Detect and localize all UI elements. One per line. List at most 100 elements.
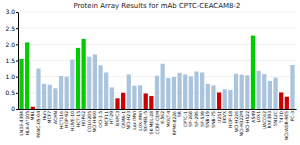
x-tick: COLO205 (87, 111, 92, 132)
y-tick-mark (16, 44, 18, 45)
x-tick: U251 (217, 111, 222, 123)
x-tick-label: HOP62 (81, 111, 86, 127)
x-tick: SNB-19 (205, 111, 210, 128)
y-tick: 0 (11, 105, 18, 112)
bar (104, 72, 108, 109)
y-tick: 3.0 (5, 8, 18, 15)
x-tick: CAMA-1 (121, 111, 126, 129)
y-tick: 2.5 (5, 25, 18, 32)
bar (189, 76, 193, 109)
x-tick: HOP-92 (64, 111, 69, 128)
x-tick-label: MCF7 (47, 111, 52, 124)
y-tick-label: 0.5 (5, 89, 15, 96)
x-tick: NCI-H522 (245, 111, 250, 133)
bar (279, 93, 283, 109)
x-tick-label: CAMA-1 (121, 111, 126, 129)
x-tick: LOX-IMVI (138, 111, 143, 131)
bar (149, 96, 153, 109)
x-tick-label: U251 (217, 111, 222, 123)
x-tick: MOLT-4 (166, 111, 171, 127)
x-tick: HCT116 (59, 111, 64, 129)
bar (25, 42, 29, 109)
x-tick-label: SF-268 (188, 111, 193, 127)
x-tick-label: SF-295 (194, 111, 199, 127)
bar (82, 39, 86, 109)
bar (115, 98, 119, 109)
x-tick-label: Lox IMVI (132, 111, 137, 130)
x-tick-label: MOLT-4 (166, 111, 171, 127)
x-tick: LN33-4394 (19, 111, 24, 136)
grid-line (18, 28, 296, 29)
x-tick-label: NCI-H322M (239, 111, 244, 136)
x-tick-label: UACC62 (262, 111, 267, 129)
x-tick-label: NCI-H23 (126, 111, 131, 130)
x-tick-label: T47D (279, 110, 284, 123)
y-tick: 2.0 (5, 41, 18, 48)
bar (268, 81, 272, 109)
x-tick-label: SK-MEL-28 (149, 111, 154, 135)
x-tick: LOX1 (256, 111, 261, 123)
x-tick-label: LN33-4394 (19, 111, 24, 136)
bar (155, 76, 159, 109)
x-tick-label: HCT-15 (76, 111, 81, 127)
x-tick: A549 (251, 111, 256, 123)
x-tick: UACC62 (262, 111, 267, 129)
y-tick-label: 0 (11, 105, 15, 112)
bar (251, 36, 255, 109)
x-tick: CCRF-CEM (155, 111, 160, 135)
x-tick-label: HLA-A*105 (25, 111, 30, 136)
bar (161, 64, 165, 109)
bar (65, 77, 69, 109)
x-tick-label: K-562 (160, 111, 165, 124)
x-tick: T47D (279, 110, 284, 123)
x-tick: HLA-A*105 (25, 111, 30, 136)
bar (183, 74, 187, 109)
bar (127, 74, 131, 109)
x-tick-label: HT-29 (109, 111, 114, 124)
y-tick-mark (16, 28, 18, 29)
x-tick-label: HOP-18 (228, 111, 233, 128)
x-tick-label: ACHN (53, 111, 58, 124)
x-tick: Huh (42, 111, 47, 120)
x-tick: NCI-H322M (239, 111, 244, 136)
x-tick: HCT-15 (76, 111, 81, 127)
bar (48, 85, 52, 109)
x-tick: MBL (30, 111, 35, 121)
y-tick: 1.5 (5, 57, 18, 64)
bar (98, 65, 102, 109)
x-tick: PC-3 (290, 111, 295, 121)
x-tick: SF-539 (200, 111, 205, 127)
bar (234, 74, 238, 109)
x-tick-label: SNB-19 (205, 111, 210, 128)
x-tick-label: COLO205 (87, 111, 92, 132)
x-tick-label: OCI-1.5 (98, 111, 103, 128)
bar (285, 97, 289, 109)
y-tick-label: 2.5 (5, 25, 15, 32)
bar (200, 72, 204, 109)
bar (138, 85, 142, 109)
x-tick: SR (177, 111, 182, 117)
x-tick-label: MBL (30, 111, 35, 121)
title: Protein Array Results for mAb CPTC-CEACA… (74, 2, 241, 10)
x-tick-label: A549 (251, 111, 256, 123)
bar (42, 84, 46, 109)
bar (132, 86, 136, 109)
x-tick: SF-268 (188, 111, 193, 127)
x-tick: SNB-75 (211, 111, 216, 128)
bar (256, 71, 260, 109)
x-tick-label: NCI-H522 (245, 111, 250, 133)
x-tick: NCI-H23 (126, 111, 131, 130)
bar (223, 89, 227, 109)
x-tick-label: LOX1 (256, 111, 261, 123)
x-tick-label: CCRF-CEM (155, 111, 160, 135)
y-tick-label: 3.0 (5, 8, 15, 15)
x-tick-label: MCF11 (104, 111, 109, 126)
bar (194, 71, 198, 109)
bar (110, 87, 114, 109)
x-tick: EKVX (222, 111, 227, 123)
bar (290, 65, 294, 109)
x-tick-label: CPTC-1 (183, 111, 188, 127)
bar (19, 59, 23, 109)
y-axis: 00.51.01.52.02.53.0 (5, 8, 18, 112)
x-tick-label: HOP-92 (64, 111, 69, 128)
